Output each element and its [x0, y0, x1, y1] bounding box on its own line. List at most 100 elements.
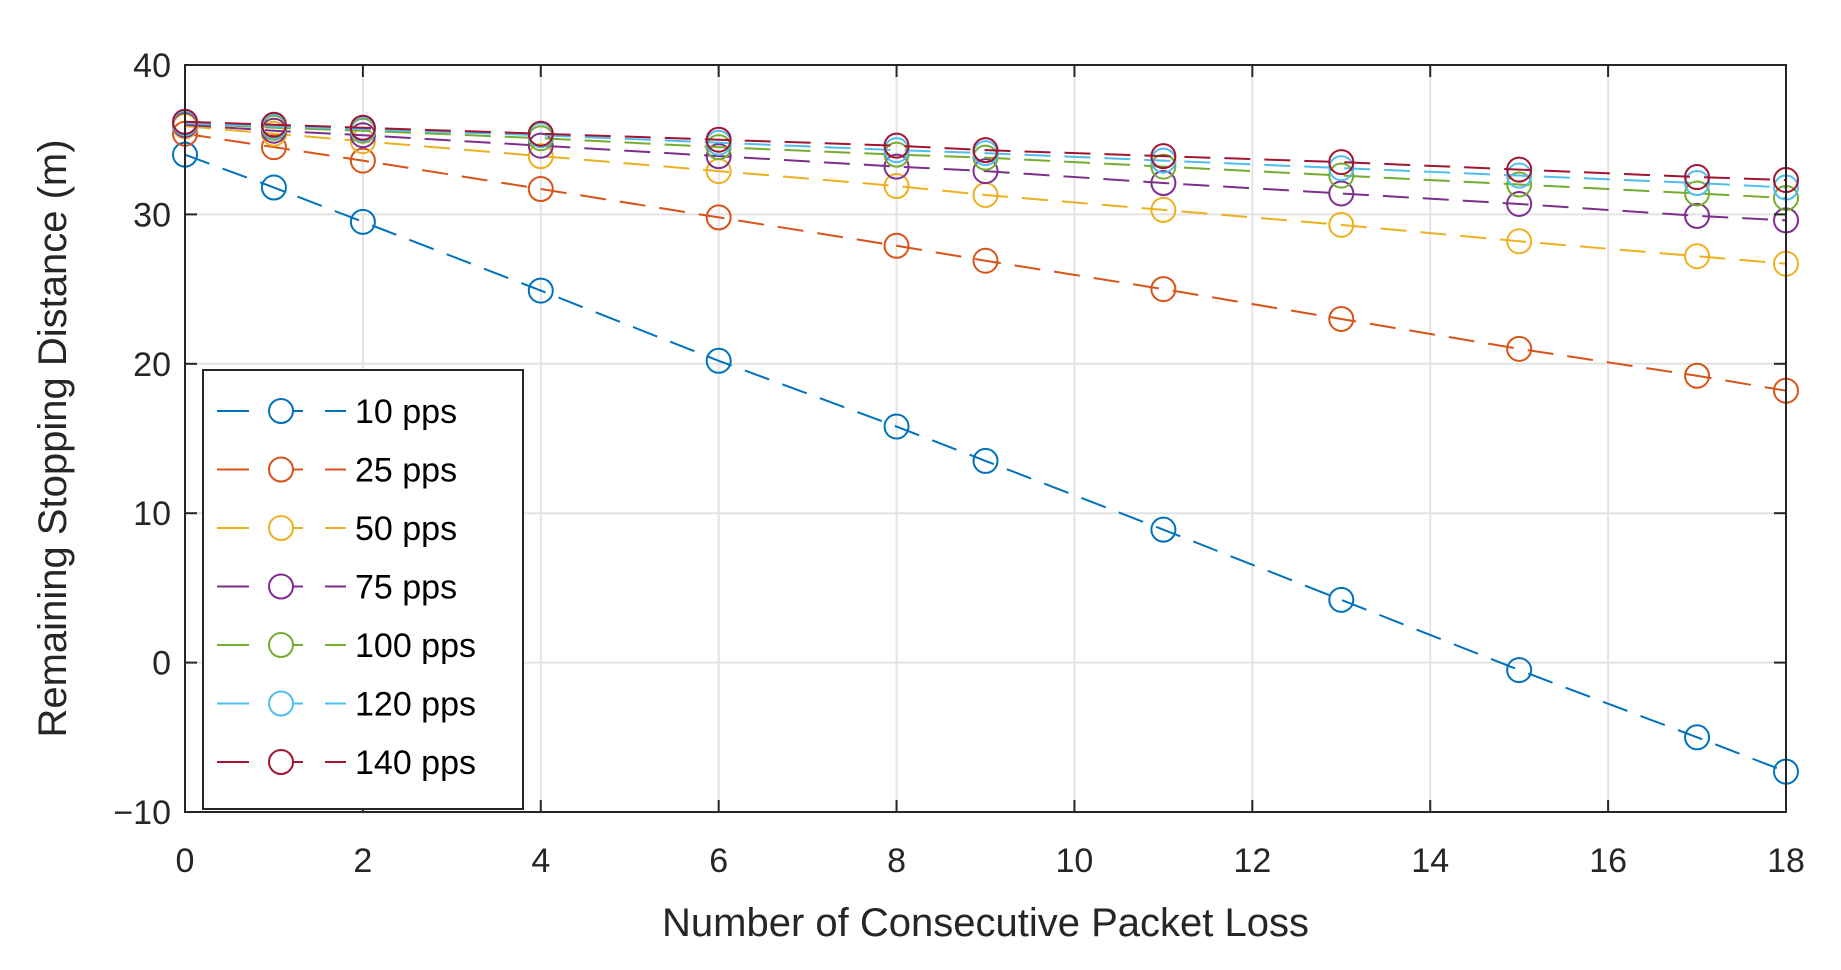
data-point [1506, 657, 1533, 684]
data-point [705, 143, 732, 170]
data-point [1684, 724, 1711, 751]
data-point [1684, 170, 1711, 197]
data-point [1328, 162, 1355, 189]
data-point [349, 114, 376, 141]
x-axis-label: Number of Consecutive Packet Loss [662, 901, 1309, 945]
data-point [1684, 180, 1711, 207]
series-25-pps [172, 120, 1799, 404]
data-point [1684, 164, 1711, 191]
series-line [184, 120, 1787, 182]
x-tick-label: 6 [709, 842, 728, 880]
series-group [172, 108, 1799, 785]
data-point [260, 174, 287, 201]
x-tick-label: 0 [176, 842, 195, 880]
data-point [527, 176, 554, 203]
legend-marker [268, 398, 294, 424]
y-axis-label: Remaining Stopping Distance (m) [31, 139, 75, 737]
data-point [260, 111, 287, 138]
y-tick-label: 0 [152, 645, 171, 683]
data-point [527, 277, 554, 304]
data-point [1684, 362, 1711, 389]
legend-label: 50 pps [355, 510, 457, 548]
legend-label: 25 pps [355, 452, 457, 490]
legend-label: 140 pps [355, 744, 476, 782]
data-point [1150, 153, 1177, 180]
x-tick-label: 14 [1411, 842, 1449, 880]
data-point [349, 208, 376, 235]
data-point [1506, 190, 1533, 217]
legend-marker [268, 690, 294, 717]
data-point [1506, 335, 1533, 362]
series-line [184, 132, 1787, 392]
legend: 10 pps 25 pps 50 pps 75 pps 100 pps 120 pps 14… [202, 369, 524, 810]
legend-box [202, 369, 524, 810]
legend-marker [268, 632, 294, 658]
data-point [349, 147, 376, 174]
y-tick-label: 30 [133, 196, 171, 234]
data-point [972, 447, 999, 474]
data-point [1150, 143, 1177, 170]
data-point [1150, 516, 1177, 543]
series-140-pps [172, 108, 1799, 194]
data-point [1328, 305, 1355, 332]
data-point [883, 232, 910, 259]
x-tick-label: 10 [1056, 842, 1094, 880]
x-tick-label: 8 [887, 842, 906, 880]
data-point [883, 132, 910, 159]
data-point [1328, 155, 1355, 182]
legend-item: 10 pps [217, 393, 457, 431]
series-10-pps [172, 141, 1799, 785]
data-point [705, 126, 732, 153]
data-point [1328, 180, 1355, 207]
legend-marker [268, 573, 294, 600]
series-line [184, 122, 1787, 199]
data-point [1506, 228, 1533, 255]
series-line [184, 123, 1787, 222]
data-point [1506, 156, 1533, 183]
data-point [1150, 196, 1177, 223]
x-tick-label: 18 [1767, 842, 1805, 880]
data-point [527, 120, 554, 147]
legend-item: 140 pps [217, 744, 476, 782]
legend-item: 25 pps [217, 452, 457, 490]
data-point [527, 132, 554, 159]
x-tick-label: 4 [531, 842, 550, 880]
data-point [1506, 162, 1533, 189]
x-tick-label: 12 [1233, 842, 1271, 880]
legend-item: 75 pps [217, 569, 457, 607]
data-point [260, 134, 287, 161]
legend-label: 10 pps [355, 393, 457, 431]
y-tick-label: 10 [133, 495, 171, 533]
y-tick-label: −10 [113, 794, 171, 832]
series-line [184, 125, 1787, 265]
data-point [1328, 149, 1355, 176]
plot-area-frame [184, 64, 1787, 813]
data-point [1684, 243, 1711, 270]
data-point [1328, 586, 1355, 613]
data-point [1150, 276, 1177, 303]
data-point [972, 158, 999, 185]
data-point [972, 247, 999, 274]
x-tick-label: 2 [353, 842, 372, 880]
legend-label: 75 pps [355, 569, 457, 607]
series-line [184, 122, 1787, 189]
legend-marker [268, 749, 294, 775]
legend-marker [268, 515, 294, 541]
data-point [1328, 211, 1355, 238]
legend-label: 100 pps [355, 627, 476, 665]
y-tick-label: 20 [133, 346, 171, 384]
legend-marker [268, 456, 294, 483]
legend-item: 50 pps [217, 510, 457, 548]
data-point [705, 347, 732, 374]
legend-item: 120 pps [217, 686, 476, 724]
data-point [883, 153, 910, 180]
data-point [883, 413, 910, 440]
data-point [527, 143, 554, 170]
data-point [883, 173, 910, 200]
legend-label: 120 pps [355, 686, 476, 724]
data-point [1506, 171, 1533, 198]
data-point [705, 204, 732, 231]
legend-item: 100 pps [217, 627, 476, 665]
data-point [1684, 202, 1711, 229]
